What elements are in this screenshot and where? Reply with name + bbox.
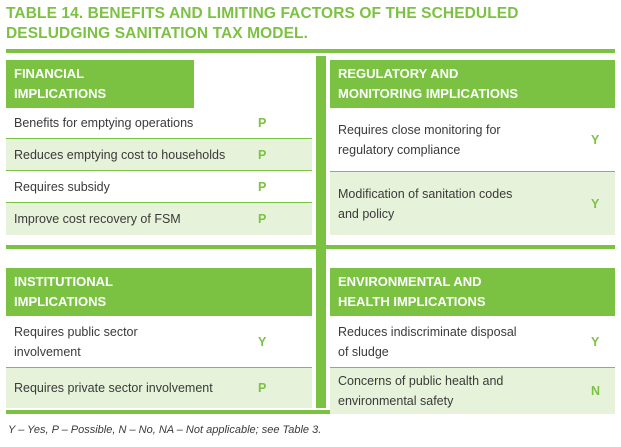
- table-row: Requires public sector involvement Y: [6, 316, 312, 368]
- vertical-divider: [316, 56, 326, 408]
- row-label: Requires private sector involvement: [14, 381, 213, 395]
- panel-heading-financial: FINANCIAL IMPLICATIONS: [6, 60, 194, 108]
- row-value: Y: [258, 334, 267, 349]
- row-label: Requires public sector involvement: [14, 324, 138, 359]
- row-label: Modification of sanitation codes and pol…: [338, 186, 513, 221]
- row-value: P: [258, 212, 267, 226]
- table-row: Requires private sector involvement P: [6, 368, 312, 408]
- row-value: P: [258, 147, 267, 162]
- panel-heading-environmental: ENVIRONMENTAL AND HEALTH IMPLICATIONS: [330, 268, 615, 316]
- row-label: Reduces indiscriminate disposal of sludg…: [338, 324, 517, 359]
- row-value: N: [591, 384, 601, 398]
- row-label: Benefits for emptying operations: [14, 116, 194, 130]
- table-row: Reduces emptying cost to households P: [6, 139, 312, 171]
- table-row: Modification of sanitation codes and pol…: [330, 172, 615, 235]
- panel-regulatory: REGULATORY AND MONITORING IMPLICATIONS R…: [330, 60, 615, 235]
- bottom-rule: [6, 410, 615, 414]
- panel-heading-regulatory: REGULATORY AND MONITORING IMPLICATIONS: [330, 60, 615, 108]
- panel-environmental: ENVIRONMENTAL AND HEALTH IMPLICATIONS Re…: [330, 268, 615, 414]
- table-row: Concerns of public health and environmen…: [330, 368, 615, 414]
- row-value: Y: [591, 334, 600, 349]
- table-title: TABLE 14. BENEFITS AND LIMITING FACTORS …: [6, 5, 519, 42]
- table-row: Reduces indiscriminate disposal of sludg…: [330, 316, 615, 368]
- row-value: Y: [591, 196, 600, 211]
- panel-heading-institutional: INSTITUTIONAL IMPLICATIONS: [6, 268, 312, 316]
- panel-institutional: INSTITUTIONAL IMPLICATIONS Requires publ…: [6, 268, 312, 408]
- table-row: Requires subsidy P: [6, 171, 312, 203]
- top-rule: [6, 49, 615, 53]
- table-row: Benefits for emptying operations P: [6, 108, 312, 139]
- row-label: Concerns of public health and environmen…: [338, 374, 504, 408]
- row-label: Requires subsidy: [14, 179, 110, 194]
- row-label: Reduces emptying cost to households: [14, 147, 226, 162]
- row-value: P: [258, 179, 267, 194]
- table-row: Improve cost recovery of FSM P: [6, 203, 312, 235]
- row-value: P: [258, 381, 267, 395]
- row-label: Requires close monitoring for regulatory…: [338, 122, 501, 157]
- table-row: Requires close monitoring for regulatory…: [330, 108, 615, 172]
- middle-rule: [6, 245, 615, 249]
- panel-financial: FINANCIAL IMPLICATIONS Benefits for empt…: [6, 60, 312, 235]
- row-value: Y: [591, 132, 600, 147]
- footnote: Y – Yes, P – Possible, N – No, NA – Not …: [8, 424, 322, 436]
- row-value: P: [258, 116, 267, 130]
- row-label: Improve cost recovery of FSM: [14, 212, 181, 226]
